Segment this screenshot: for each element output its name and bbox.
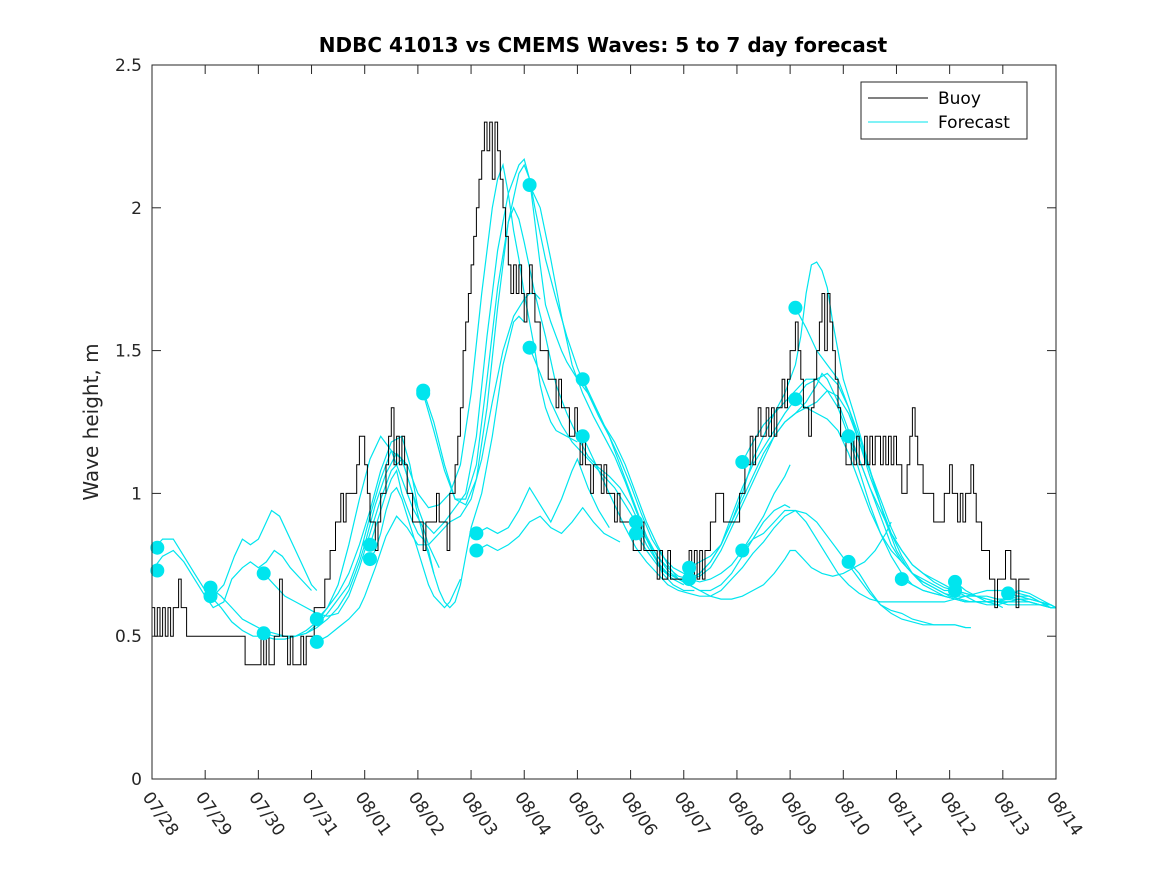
forecast-line-16	[582, 378, 791, 592]
x-tick-label-9: 08/06	[616, 788, 660, 840]
forecast-marker-25	[788, 392, 803, 407]
forecast-marker-7	[309, 634, 324, 649]
forecast-line-10	[422, 163, 695, 592]
forecast-marker-20	[682, 560, 697, 575]
forecast-line-28	[901, 578, 1056, 609]
legend: Buoy Forecast	[860, 81, 1028, 140]
plot-frame	[151, 64, 1057, 780]
x-tick-label-3: 07/31	[297, 788, 341, 840]
forecast-marker-8	[363, 537, 377, 552]
forecast-line-9	[369, 486, 461, 609]
forecast-markers	[150, 178, 1016, 649]
x-tick-label-5: 08/02	[404, 788, 448, 840]
legend-label-forecast: Forecast	[938, 113, 1010, 133]
x-tick-label-4: 08/01	[351, 788, 395, 840]
x-tick-label-14: 08/11	[882, 788, 926, 840]
chart-title: NDBC 41013 vs CMEMS Waves: 5 to 7 day fo…	[319, 33, 888, 57]
forecast-line-24	[794, 307, 1056, 609]
forecast-marker-22	[735, 455, 750, 469]
x-tick-label-0: 07/28	[138, 788, 182, 840]
x-tick-label-11: 08/08	[723, 788, 767, 840]
forecast-line-8	[369, 315, 525, 609]
y-tick-label-0: 0	[131, 770, 142, 790]
forecast-marker-6	[309, 612, 324, 627]
forecast-series	[151, 157, 1057, 643]
forecast-marker-24	[788, 300, 803, 315]
forecast-marker-14	[522, 178, 537, 192]
forecast-marker-13	[469, 543, 484, 558]
forecast-marker-11	[416, 386, 431, 401]
forecast-line-5	[263, 162, 578, 637]
x-tick-label-7: 08/04	[510, 788, 554, 840]
y-axis-label: Wave height, m	[79, 343, 103, 500]
forecast-marker-28	[894, 572, 909, 587]
forecast-line-6	[316, 435, 440, 620]
axis-ticks: 07/28 07/29 07/30 07/31 08/01 08/02 08/03 08/04…	[115, 56, 1086, 840]
forecast-marker-30	[948, 583, 962, 598]
forecast-line-0	[151, 509, 318, 597]
legend-box	[860, 81, 1028, 140]
forecast-marker-17	[575, 429, 590, 444]
x-tick-label-8: 08/05	[563, 788, 607, 840]
forecast-marker-1	[150, 563, 165, 578]
forecast-marker-12	[469, 526, 484, 541]
forecast-marker-21	[682, 572, 697, 587]
forecast-line-11	[422, 206, 685, 586]
x-tick-label-10: 08/07	[670, 788, 714, 840]
forecast-line-30	[954, 589, 1056, 609]
x-tick-label-13: 08/10	[829, 788, 873, 840]
forecast-marker-31	[1001, 586, 1016, 601]
forecast-line-31	[1007, 592, 1057, 609]
forecast-marker-27	[841, 554, 856, 569]
x-tick-label-2: 07/30	[244, 788, 288, 840]
y-tick-label-2: 1	[131, 484, 142, 504]
forecast-marker-3	[203, 589, 218, 604]
forecast-marker-9	[363, 552, 377, 567]
forecast-line-1	[151, 549, 312, 609]
forecast-marker-26	[841, 429, 856, 444]
forecast-line-2	[210, 449, 435, 637]
x-tick-label-1: 07/29	[191, 788, 235, 840]
forecast-marker-18	[628, 515, 643, 529]
forecast-marker-15	[522, 340, 537, 355]
forecast-line-27	[848, 561, 966, 629]
x-tick-label-6: 08/03	[457, 788, 501, 840]
x-tick-label-12: 08/09	[776, 788, 820, 840]
buoy-line	[152, 121, 1030, 666]
y-tick-label-3: 1.5	[115, 342, 142, 362]
y-tick-label-1: 0.5	[115, 627, 142, 647]
forecast-line-12	[476, 457, 610, 535]
forecast-marker-23	[735, 543, 750, 558]
x-tick-label-15: 08/12	[936, 788, 980, 840]
forecast-marker-16	[575, 372, 590, 387]
legend-label-buoy: Buoy	[938, 89, 981, 109]
forecast-line-7	[316, 292, 541, 643]
y-tick-label-5: 2.5	[115, 56, 142, 76]
forecast-line-13	[476, 506, 621, 552]
forecast-line-17	[582, 436, 971, 629]
forecast-line-4	[263, 157, 690, 617]
y-tick-label-4: 2	[131, 199, 142, 219]
x-tick-label-17: 08/14	[1042, 788, 1086, 840]
forecast-marker-4	[256, 566, 271, 581]
buoy-series	[152, 121, 1030, 666]
forecast-marker-5	[256, 626, 271, 641]
forecast-marker-0	[150, 540, 165, 555]
forecast-line-14	[529, 184, 892, 600]
forecast-marker-19	[628, 526, 643, 541]
x-tick-label-16: 08/13	[989, 788, 1033, 840]
